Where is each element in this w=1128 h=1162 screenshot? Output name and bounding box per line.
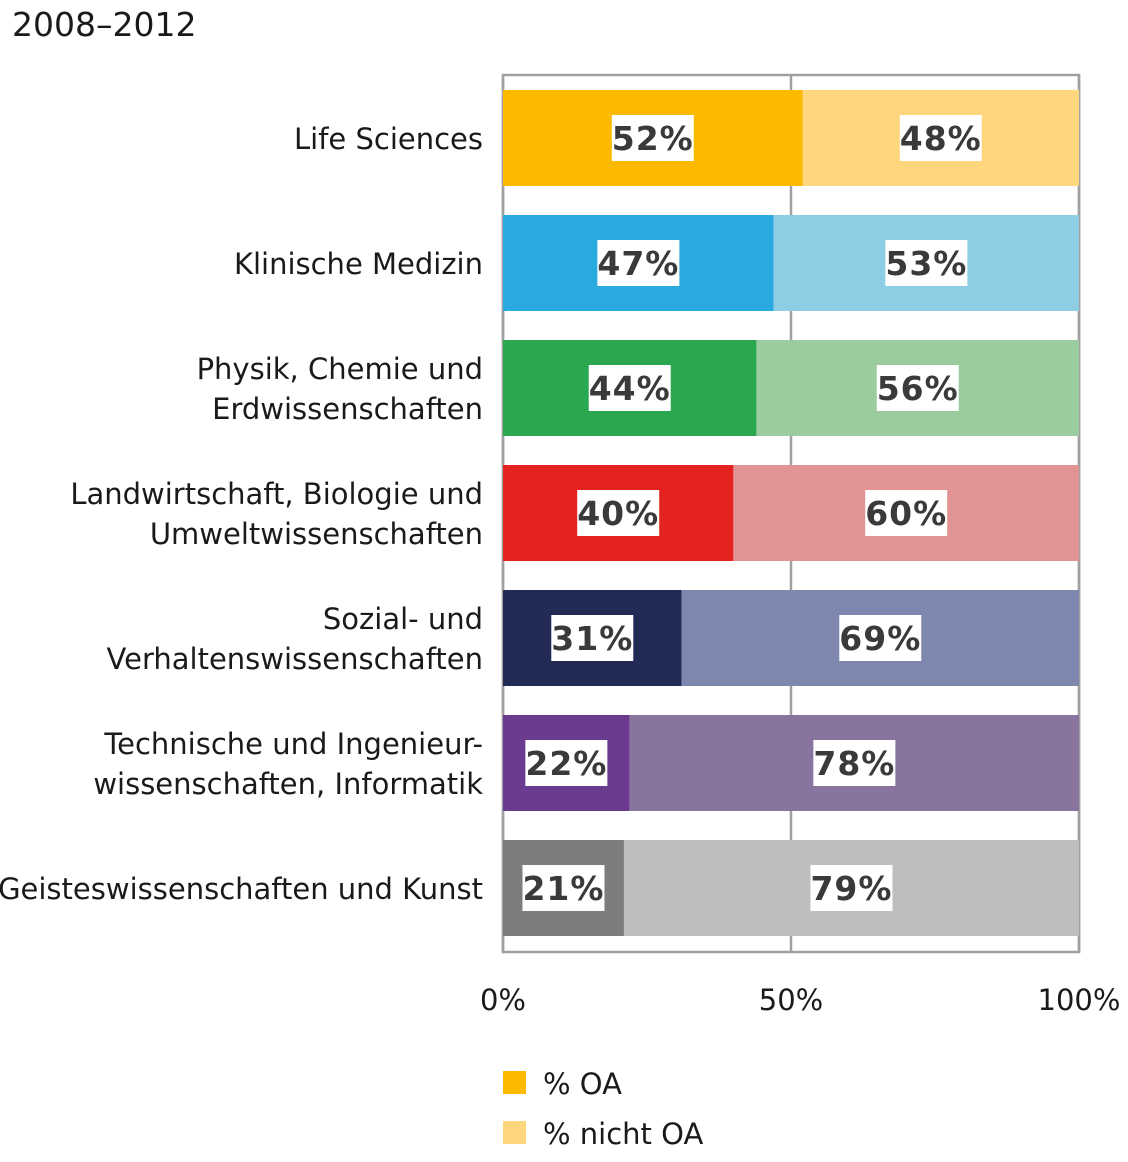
data-label-oa-2: 44% [589,369,671,408]
data-label-bg-oa-0 [611,115,694,161]
data-label-bg-not-oa-3 [865,490,948,536]
data-label-not-oa-2: 56% [877,369,959,408]
category-label-4-1: Verhaltenswissenschaften [107,642,483,676]
chart-title: 2008–2012 [12,5,196,44]
category-label-5-1: wissenschaften, Informatik [93,767,483,801]
x-tick-labels: 0% 50% 100% [480,983,1120,1017]
data-label-oa-6: 21% [522,869,604,908]
category-label-3-0: Landwirtschaft, Biologie und [70,477,483,511]
data-label-oa-0: 52% [612,119,694,158]
data-label-oa-3: 40% [577,494,659,533]
data-labels: 52% 48% 47% 53% 44% 56% 40% 60% 31% 69% 22% 78% 21% 7… [522,115,982,911]
data-label-bg-not-oa-4 [839,615,922,661]
category-label-6-0: Geisteswissenschaften und Kunst [0,872,483,906]
category-label-3-1: Umweltwissenschaften [150,517,483,551]
category-label-4-0: Sozial- und [323,602,483,636]
data-label-bg-oa-5 [525,740,608,786]
data-label-bg-not-oa-6 [810,865,893,911]
legend: % OA % nicht OA [503,1067,703,1151]
legend-swatch-1 [503,1121,526,1144]
data-label-bg-oa-3 [577,490,660,536]
data-label-bg-not-oa-2 [876,365,959,411]
plot-area: 52% 48% 47% 53% 44% 56% 40% 60% 31% 69% 22% 78% 21% 7… [0,73,1120,1017]
x-tick-label-1: 50% [759,983,823,1017]
data-label-not-oa-3: 60% [865,494,947,533]
legend-swatch-0 [503,1071,526,1094]
x-tick-label-2: 100% [1038,983,1121,1017]
data-label-not-oa-6: 79% [810,869,892,908]
data-label-bg-oa-1 [597,240,680,286]
data-label-not-oa-5: 78% [813,744,895,783]
data-label-bg-not-oa-1 [885,240,968,286]
data-label-not-oa-0: 48% [900,119,982,158]
data-label-bg-oa-6 [522,865,605,911]
category-labels: Life Sciences Klinische Medizin Physik, Ch… [0,122,483,906]
legend-label-0: % OA [543,1067,622,1101]
data-label-not-oa-4: 69% [839,619,921,658]
data-label-bg-oa-4 [551,615,634,661]
legend-label-1: % nicht OA [543,1117,703,1151]
category-label-5-0: Technische und Ingenieur- [103,727,483,761]
x-tick-label-0: 0% [480,983,526,1017]
data-label-oa-1: 47% [597,244,679,283]
data-label-bg-not-oa-0 [899,115,982,161]
data-label-bg-oa-2 [588,365,671,411]
category-label-1-0: Klinische Medizin [234,247,483,281]
category-label-2-0: Physik, Chemie und [197,352,483,386]
data-label-oa-5: 22% [525,744,607,783]
data-label-bg-not-oa-5 [813,740,896,786]
data-label-oa-4: 31% [551,619,633,658]
category-label-2-1: Erdwissenschaften [212,392,483,426]
data-label-not-oa-1: 53% [885,244,967,283]
category-label-0-0: Life Sciences [294,122,483,156]
